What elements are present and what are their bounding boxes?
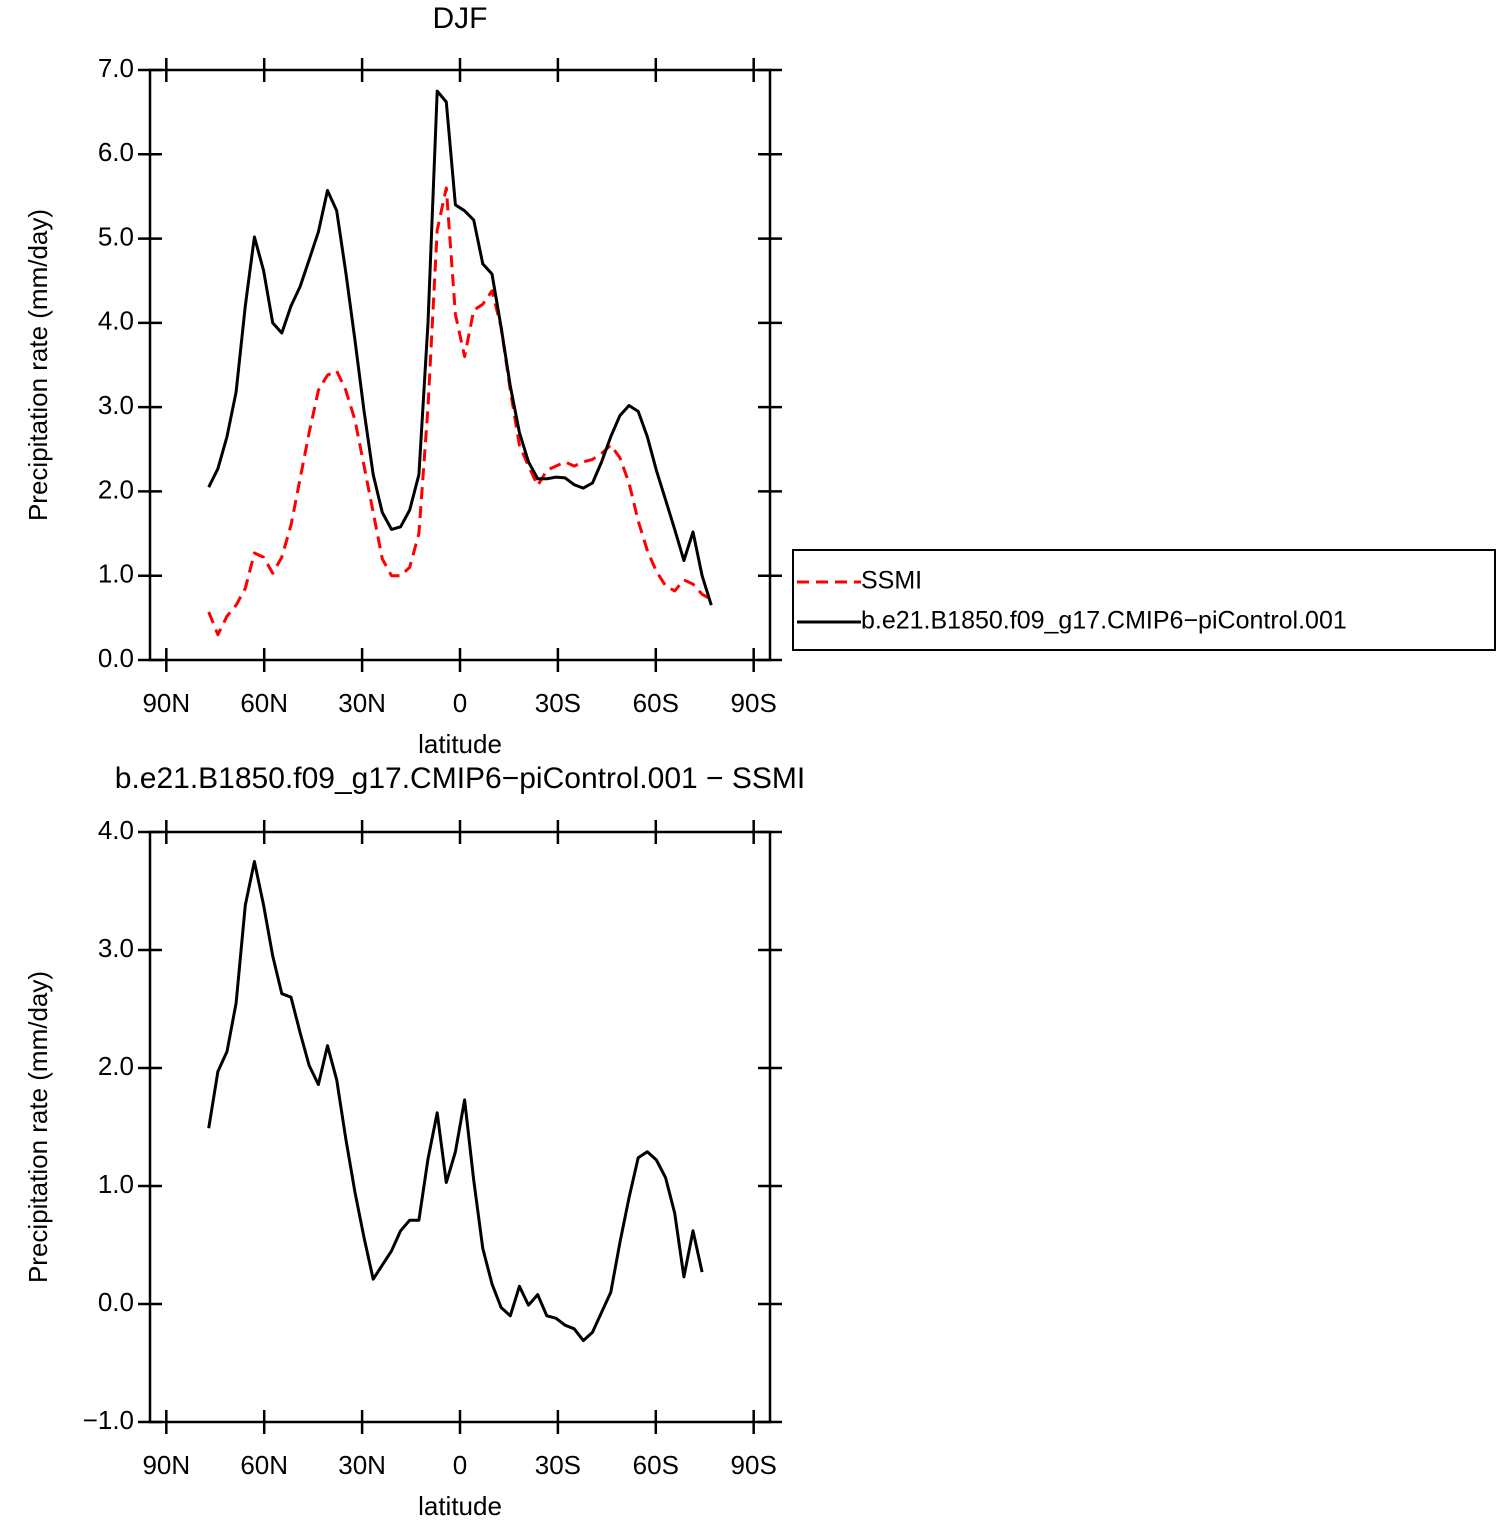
x-tick-label: 30N (338, 1450, 386, 1480)
y-tick-label: 2.0 (98, 474, 134, 504)
y-tick-label: 4.0 (98, 306, 134, 336)
data-line (207, 89, 713, 606)
y-tick-label: 0.0 (98, 1287, 134, 1317)
x-tick-label: 30S (535, 688, 581, 718)
legend-label: b.e21.B1850.f09_g17.CMIP6−piControl.001 (861, 607, 1347, 635)
y-tick-label: 3.0 (98, 933, 134, 963)
y-tick-label: −1.0 (83, 1405, 134, 1435)
plot-frame (148, 68, 772, 662)
legend-label: SSMI (861, 567, 922, 595)
x-tick-label: 90N (142, 688, 190, 718)
y-tick-label: 6.0 (98, 137, 134, 167)
x-tick-label: 30N (338, 688, 386, 718)
y-axis-label: Precipitation rate (mm/day) (23, 971, 53, 1283)
data-line (207, 186, 713, 637)
y-tick-label: 4.0 (98, 815, 134, 845)
x-tick-label: 60S (633, 688, 679, 718)
y-tick-label: 1.0 (98, 1169, 134, 1199)
plot-frame (148, 830, 772, 1424)
x-tick-label: 0 (453, 1450, 467, 1480)
x-tick-label: 90S (731, 1450, 777, 1480)
y-tick-label: 7.0 (98, 53, 134, 83)
x-tick-label: 60S (633, 1450, 679, 1480)
x-tick-label: 60N (240, 688, 288, 718)
data-line (207, 860, 704, 1343)
x-tick-label: 60N (240, 1450, 288, 1480)
x-axis-label: latitude (418, 1491, 502, 1521)
chart-title: b.e21.B1850.f09_g17.CMIP6−piControl.001 … (115, 762, 805, 795)
legend-box (792, 549, 1496, 651)
x-axis-label: latitude (418, 729, 502, 759)
x-tick-label: 90N (142, 1450, 190, 1480)
y-tick-label: 1.0 (98, 559, 134, 589)
x-tick-label: 0 (453, 688, 467, 718)
y-tick-label: 3.0 (98, 390, 134, 420)
x-tick-label: 90S (731, 688, 777, 718)
chart-title: DJF (433, 2, 488, 35)
y-axis-label: Precipitation rate (mm/day) (23, 209, 53, 521)
y-tick-label: 2.0 (98, 1051, 134, 1081)
y-tick-label: 0.0 (98, 643, 134, 673)
y-tick-label: 5.0 (98, 221, 134, 251)
x-tick-label: 30S (535, 1450, 581, 1480)
